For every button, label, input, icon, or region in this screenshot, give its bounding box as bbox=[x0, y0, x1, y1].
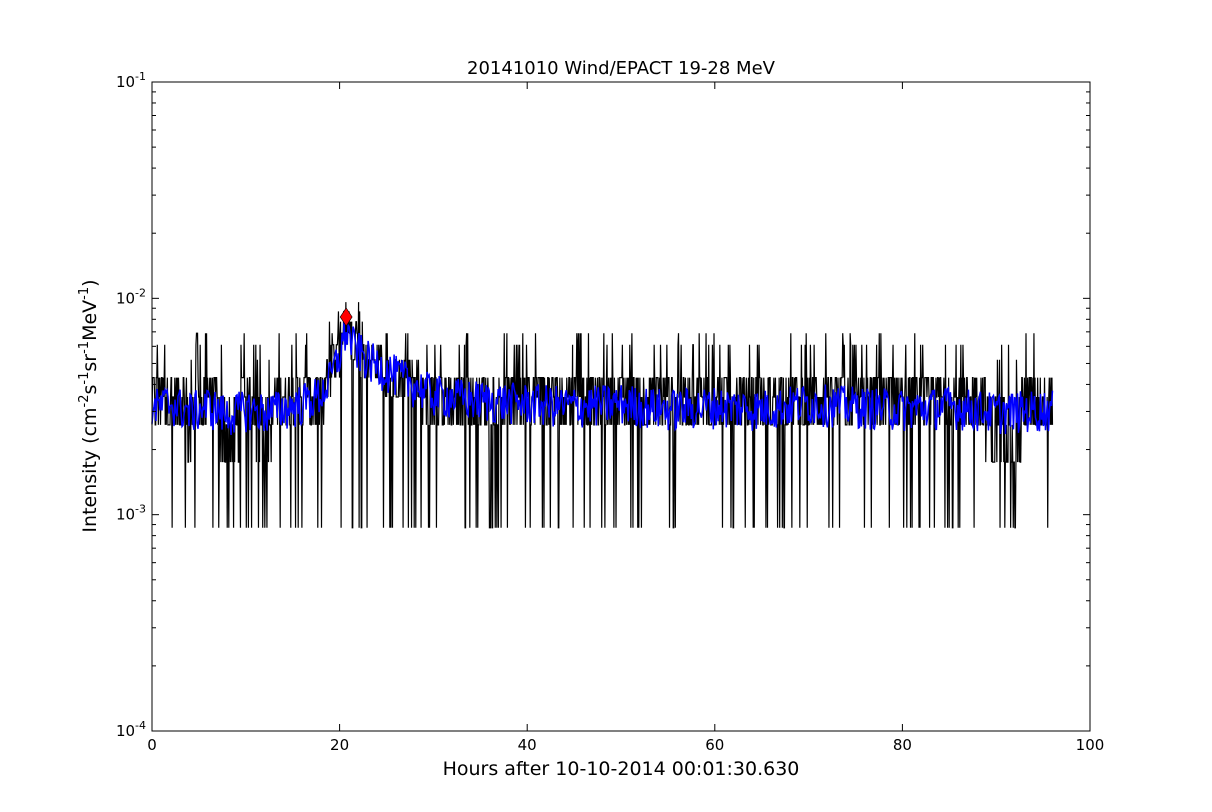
axis-ticks: 0 20 40 60 80 100 10-4 10-3 10-2 10-1 bbox=[116, 70, 1104, 754]
y-tick-label: 10-3 bbox=[116, 503, 146, 524]
plot-area bbox=[151, 302, 1054, 529]
plot-frame bbox=[151, 81, 1091, 732]
raw-intensity-series bbox=[151, 302, 1054, 529]
x-tick-label: 0 bbox=[147, 736, 157, 754]
peak-marker bbox=[339, 307, 353, 327]
x-tick-label: 80 bbox=[893, 736, 912, 754]
x-tick-label: 20 bbox=[330, 736, 349, 754]
x-tick-label: 60 bbox=[705, 736, 724, 754]
chart-title: 20141010 Wind/EPACT 19-28 MeV bbox=[467, 58, 776, 79]
x-tick-label: 40 bbox=[518, 736, 537, 754]
x-tick-label: 100 bbox=[1076, 736, 1105, 754]
y-axis-label: Intensity (cm-2s-1sr-1MeV-1) bbox=[77, 279, 101, 532]
y-tick-label: 10-1 bbox=[116, 70, 146, 91]
smoothed-intensity-series bbox=[151, 319, 1054, 435]
y-tick-label: 10-2 bbox=[116, 286, 146, 307]
x-axis-label: Hours after 10-10-2014 00:01:30.630 bbox=[443, 758, 800, 780]
y-tick-label: 10-4 bbox=[116, 719, 146, 740]
